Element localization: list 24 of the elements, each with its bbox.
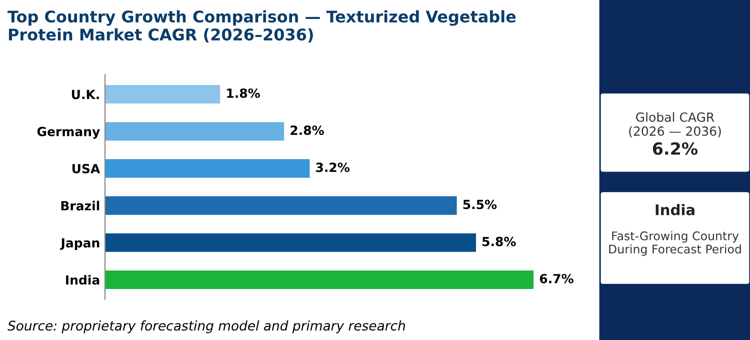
y-tick-label: Brazil <box>61 200 100 210</box>
bar <box>105 270 534 289</box>
source-note: Source: proprietary forecasting model and primary research <box>8 320 406 334</box>
bar <box>105 196 457 215</box>
y-tick-label: Germany <box>37 126 100 139</box>
data-label: 5.8% <box>482 236 516 246</box>
text: India <box>656 204 694 216</box>
data-label: 1.8% <box>227 88 260 98</box>
text: 6.2% <box>652 142 698 155</box>
data-label: 3.2% <box>316 162 350 172</box>
y-tick-label: USA <box>72 164 100 174</box>
text: Global CAGR (2026 — 2036) <box>629 112 721 138</box>
y-tick-label: India <box>66 274 100 285</box>
data-label: 6.7% <box>540 274 574 284</box>
data-label: 2.8% <box>290 126 324 135</box>
bar <box>105 85 220 104</box>
chart-title: Top Country Growth Comparison — Texturized Vegetable Protein Market CAGR (2026–2036) <box>8 10 516 42</box>
y-tick-label: Japan <box>60 238 100 250</box>
bar <box>105 122 284 141</box>
text: Fast-Growing Country During Forecast Period <box>609 231 741 256</box>
y-tick-label: U.K. <box>72 90 99 100</box>
bar <box>105 233 476 252</box>
data-label: 5.5% <box>463 200 497 210</box>
bar <box>105 159 310 178</box>
